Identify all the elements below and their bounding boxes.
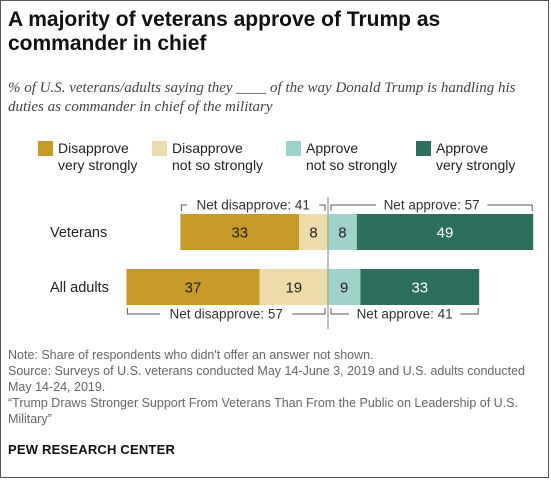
net-bracket-left: [126, 308, 161, 315]
bar-value-label: 37: [185, 280, 202, 297]
bar-segment: [259, 269, 328, 305]
net-bracket-left: [180, 204, 188, 211]
legend-label-disapprove-not-so-strongly: Disapprove not so strongly: [172, 140, 264, 173]
bar-segment: [180, 214, 300, 250]
net-bracket-right: [292, 308, 326, 315]
notes: Note: Share of respondents who didn't of…: [8, 347, 548, 427]
legend-label-approve-not-so-strongly: Approve not so strongly: [306, 140, 398, 173]
bar-value-label: 8: [338, 225, 346, 242]
bar-segment: [360, 269, 480, 305]
brand-name: PEW RESEARCH CENTER: [8, 442, 176, 457]
legend-swatch-approve-not-so-strongly: [286, 141, 301, 156]
source-text: Source: Surveys of U.S. veterans conduct…: [8, 364, 525, 394]
legend-swatch-disapprove-very-strongly: [38, 141, 53, 156]
bar-value-label: 33: [231, 225, 248, 242]
net-approve-label: Net approve: 57: [384, 198, 480, 213]
net-bracket-right: [460, 308, 479, 315]
bar-value-label: 19: [285, 280, 302, 297]
legend-swatch-disapprove-not-so-strongly: [152, 141, 167, 156]
net-bracket-right: [487, 204, 533, 211]
diverging-bar-chart: 33 8 8 49 Veterans Net disapprove: 41 Net appr…: [50, 197, 534, 329]
bar-value-label: 9: [340, 280, 348, 297]
chart-subtitle: % of U.S. veterans/adults saying they __…: [8, 80, 516, 115]
report-title-text: “Trump Draws Stronger Support From Veter…: [8, 396, 518, 426]
net-disapprove-label: Net disapprove: 57: [170, 307, 283, 322]
legend-swatch-approve-very-strongly: [416, 141, 431, 156]
category-label: Veterans: [50, 225, 107, 241]
bar-value-label: 8: [309, 225, 317, 242]
legend-label-approve-very-strongly: Approve very strongly: [436, 140, 516, 173]
bar-value-label: 49: [437, 225, 454, 242]
bar-segment: [328, 269, 361, 305]
net-bracket-left: [330, 204, 376, 211]
net-bracket-left: [330, 308, 349, 315]
net-disapprove-label: Net disapprove: 41: [197, 198, 310, 213]
category-label: All adults: [50, 280, 109, 296]
note-text: Note: Share of respondents who didn't of…: [8, 348, 374, 362]
bar-value-label: 33: [411, 280, 428, 297]
legend-label-disapprove-very-strongly: Disapprove very strongly: [58, 140, 138, 173]
chart-title: A majority of veterans approve of Trump …: [8, 8, 441, 55]
bar-segment: [299, 214, 328, 250]
bar-segment: [356, 214, 534, 250]
net-approve-label: Net approve: 41: [357, 307, 453, 322]
bar-segment: [328, 214, 357, 250]
bar-segment: [126, 269, 260, 305]
net-bracket-right: [319, 204, 326, 211]
